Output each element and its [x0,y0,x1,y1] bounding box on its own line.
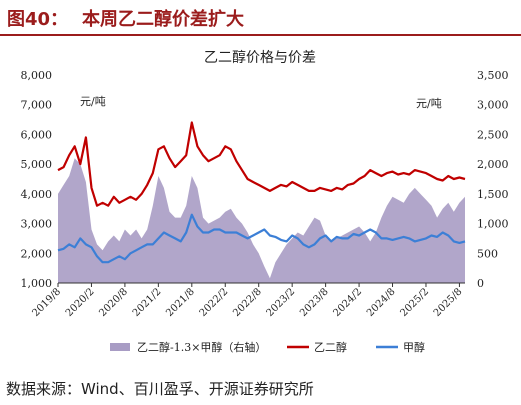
methanol-price-line [57,213,466,264]
spread-area [58,158,465,283]
legend-label: 乙二醇 [314,340,347,354]
x-tick-label: 2022/2 [198,286,231,319]
x-tick-label: 2023/8 [298,286,331,319]
x-tick-label: 2023/2 [265,286,298,319]
x-tick-label: 2020/8 [97,286,130,319]
y-right-tick-label: 1,500 [477,188,509,201]
y-left-tick-label: 7,000 [21,99,53,112]
y-right-tick-label: 1,000 [477,218,509,231]
legend-swatch-area [110,343,130,351]
y-right-tick-label: 500 [477,247,498,260]
y-right-tick-label: 3,000 [477,99,509,112]
y-left-tick-label: 8,000 [21,69,53,82]
x-tick-label: 2019/8 [30,286,63,319]
y-left-tick-label: 4,000 [21,188,53,201]
right-axis-unit: 元/吨 [416,97,442,110]
y-right-tick-label: 0 [477,277,484,290]
x-tick-label: 2024/2 [332,286,365,319]
legend: 乙二醇-1.3×甲醇（右轴） 乙二醇 甲醇 [110,340,425,354]
x-tick-label: 2020/2 [64,286,97,319]
legend-label: 甲醇 [403,340,425,354]
x-tick-label: 2024/8 [365,286,398,319]
figure-title: 本周乙二醇价差扩大 [82,9,244,30]
source-note: 数据来源：Wind、百川盈孚、开源证券研究所 [6,380,314,398]
y-left-tick-label: 2,000 [21,247,53,260]
y-left-tick-label: 5,000 [21,158,53,171]
x-tick-label: 2022/8 [231,286,264,319]
y-left-tick-label: 6,000 [21,128,53,141]
y-left-tick-label: 3,000 [21,218,53,231]
figure-number: 图40： [7,9,69,30]
left-axis-unit: 元/吨 [80,95,106,108]
legend-label: 乙二醇-1.3×甲醇（右轴） [137,340,266,354]
y-right-tick-label: 2,500 [477,128,509,141]
x-tick-label: 2021/8 [164,286,197,319]
figure-header: 图40： 本周乙二醇价差扩大 [0,0,521,36]
y-left-tick-label: 1,000 [21,277,53,290]
x-tick-label: 2025/8 [432,286,465,319]
y-right-tick-label: 3,500 [477,69,509,82]
chart-title: 乙二醇价格与价差 [204,49,316,66]
x-tick-label: 2021/2 [131,286,164,319]
meg-price-line [57,121,466,207]
x-tick-label: 2025/2 [398,286,431,319]
chart: 乙二醇价格与价差 1,000 2,000 3,000 4,000 5,000 6,000 7… [21,49,509,354]
y-right-tick-label: 2,000 [477,158,509,171]
